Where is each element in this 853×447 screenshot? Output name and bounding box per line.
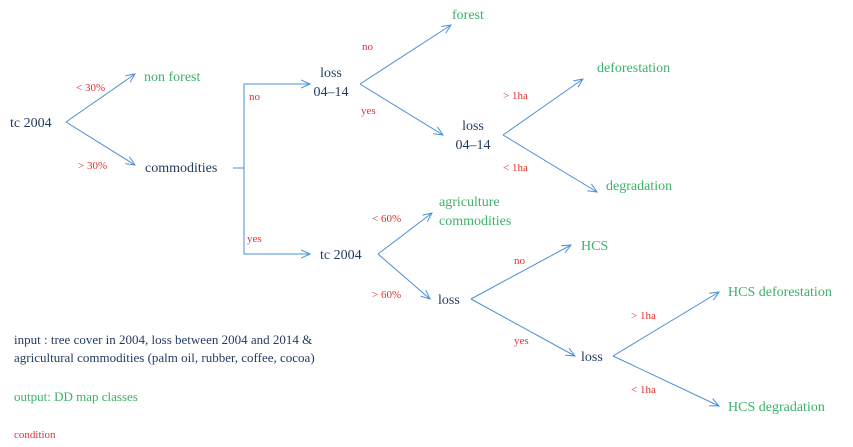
cond-lt1ha-b: < 1ha (631, 384, 656, 396)
edge-root-nonforest (65, 74, 135, 123)
nodes: tc 2004 non forest commodities loss 04–1… (10, 8, 832, 415)
cond-lt30: < 30% (76, 82, 105, 94)
cond-no-b: no (362, 41, 374, 53)
node-tc2004-mid: tc 2004 (320, 248, 362, 263)
cond-no-c: no (514, 255, 526, 267)
cond-lt1ha-a: < 1ha (503, 162, 528, 174)
node-agri-line2: commodities (439, 214, 511, 229)
node-loss-b-line2: 04–14 (456, 138, 491, 153)
edge-loss-a-forest (359, 25, 451, 85)
edge-loss-b-degradation (502, 134, 597, 192)
node-hcs-deforestation: HCS deforestation (728, 285, 832, 300)
legend-input-line2: agricultural commodities (palm oil, rubb… (14, 350, 315, 365)
legend-input: input : tree cover in 2004, loss between… (14, 331, 315, 367)
node-tc2004-root: tc 2004 (10, 116, 52, 131)
node-loss-a-line1: loss (320, 66, 342, 81)
cond-no-a: no (249, 91, 261, 103)
edge-loss-d-hcs-degradation (612, 355, 719, 406)
node-loss-b-line1: loss (462, 119, 484, 134)
edge-tc2004-agri (377, 213, 432, 255)
cond-lt60: < 60% (372, 213, 401, 225)
legend-input-line1: input : tree cover in 2004, loss between… (14, 332, 313, 347)
node-agri-line1: agriculture (439, 195, 500, 210)
node-loss-c: loss (438, 293, 460, 308)
node-deforestation: deforestation (597, 61, 670, 76)
edge-loss-c-loss-d (470, 298, 575, 356)
cond-gt1ha-a: > 1ha (503, 90, 528, 102)
cond-gt30: > 30% (78, 160, 107, 172)
edge-tc2004-loss-c (377, 253, 430, 299)
node-loss-a-line2: 04–14 (314, 85, 349, 100)
edge-loss-c-hcs (470, 245, 571, 300)
edges (65, 25, 719, 406)
edge-commodities-loss-a (243, 84, 310, 168)
node-degradation: degradation (606, 179, 672, 194)
cond-gt1ha-b: > 1ha (631, 310, 656, 322)
node-hcs: HCS (581, 239, 608, 254)
node-commodities: commodities (145, 161, 217, 176)
node-non-forest: non forest (144, 70, 200, 85)
cond-gt60: > 60% (372, 289, 401, 301)
cond-yes-c: yes (514, 335, 529, 347)
node-forest: forest (452, 8, 484, 23)
cond-yes-b: yes (361, 105, 376, 117)
edge-loss-d-hcs-deforestation (612, 292, 719, 357)
edge-loss-a-loss-b (359, 83, 443, 135)
edge-commodities-tc2004 (243, 168, 310, 254)
node-loss-d: loss (581, 350, 603, 365)
cond-yes-a: yes (247, 233, 262, 245)
legend-output: output: DD map classes (14, 389, 138, 404)
node-hcs-degradation: HCS degradation (728, 400, 825, 415)
legend-condition: condition (14, 429, 56, 441)
edge-root-commodities (65, 121, 135, 165)
edge-loss-b-deforestation (502, 79, 583, 136)
conditions: < 30% > 30% no yes no yes > 1ha < 1ha < … (76, 41, 656, 396)
